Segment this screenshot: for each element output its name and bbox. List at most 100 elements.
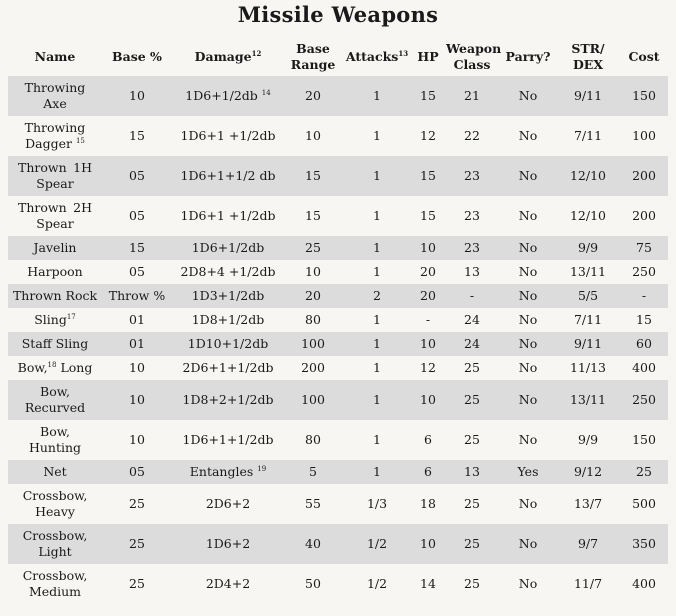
base-range-cell: 80 [305, 312, 321, 327]
weapon-name-cell: Staff Sling [8, 332, 102, 356]
str-dex-cell: 13/11 [556, 380, 620, 420]
parry-cell: No [518, 264, 538, 279]
damage-value: 2D6+2 [205, 496, 251, 511]
weapon-name-line2: Spear [10, 216, 100, 232]
hp-cell: 15 [412, 156, 444, 196]
attacks-cell: 1 [373, 360, 381, 375]
table-row: Thrown Rock Throw % 1D3+1/2db 20 2 20- No 5/5- [8, 284, 668, 308]
cost-cell: 15 [636, 312, 652, 327]
str-dex-cell: 5/5 [556, 284, 620, 308]
table-row: Bow, Hunting 10 1D6+1+1/2db 80 1 6 25 No 9/9 150 [8, 420, 668, 460]
weapon-class-cell: - [444, 284, 500, 308]
header-name: Name [34, 49, 76, 64]
weapon-name-word: Harpoon [27, 264, 83, 279]
weapon-name-line1: Bow, [10, 424, 100, 440]
base-range-cell: 80 [305, 432, 321, 447]
weapon-name-word: Bow, [40, 424, 70, 439]
str-dex-cell: 7/11 [573, 312, 603, 327]
table-row: Staff Sling 01 1D10+1/2db 100 1 10 24 No 9/11 60 [8, 332, 668, 356]
header-base: Base % [112, 49, 162, 64]
header-wc-line1: Weapon [446, 41, 502, 56]
weapon-name-line1: Net [10, 464, 100, 480]
damage-cell: 1D6+1 +1/2db [172, 116, 284, 156]
damage-cell: 2D6+2 [172, 484, 284, 524]
base-percent-cell: Throw % [102, 284, 172, 308]
table-row: Net 05 Entangles 19 5 1 6 13 Yes 9/12 25 [8, 460, 668, 484]
weapon-name-footnote: 17 [66, 312, 76, 321]
weapon-name-word: Javelin [33, 240, 77, 255]
hp-cell: 15 [412, 76, 444, 116]
damage-value: 1D10+1/2db [187, 336, 269, 351]
cost-cell: 250 [620, 380, 668, 420]
cost-cell: 100 [632, 128, 656, 143]
damage-value: 1D6+2 [205, 536, 251, 551]
weapon-name-line1: Crossbow, [10, 568, 100, 584]
attacks-cell: 1 [373, 208, 381, 223]
hp-cell: - [425, 312, 431, 327]
parry-cell: No [500, 284, 556, 308]
weapon-class-cell: 13 [464, 264, 480, 279]
parry-cell: No [500, 76, 556, 116]
cost-cell: - [620, 284, 668, 308]
header-range-line2: Range [290, 57, 336, 72]
header-hp: HP [417, 49, 439, 64]
weapon-name-word: Staff Sling [21, 336, 89, 351]
str-dex-cell: 12/10 [556, 156, 620, 196]
parry-cell: No [518, 496, 538, 511]
base-range-cell: 15 [284, 156, 342, 196]
hp-cell: 12 [420, 360, 436, 375]
str-dex-cell: 9/9 [577, 432, 599, 447]
weapon-name-word: Crossbow, [22, 528, 88, 543]
base-range-cell: 5 [284, 460, 342, 484]
weapon-name-word: Bow, [17, 360, 48, 375]
weapon-class-cell: 24 [464, 312, 480, 327]
parry-cell: No [518, 576, 538, 591]
damage-cell: 1D6+1+1/2 db [172, 156, 284, 196]
weapon-name-line2: Medium [10, 584, 100, 600]
weapon-name-word: Dagger [25, 136, 72, 151]
weapon-class-cell: 21 [444, 76, 500, 116]
header-cost: Cost [628, 49, 660, 64]
table-row: Javelin 15 1D6+1/2db 25 1 10 23 No 9/9 75 [8, 236, 668, 260]
weapon-name-line1: Harpoon [10, 264, 100, 280]
damage-cell: 1D10+1/2db [172, 332, 284, 356]
base-range-cell: 20 [284, 284, 342, 308]
cost-cell: 400 [632, 576, 656, 591]
table-row: Crossbow, Heavy 25 2D6+2 55 1/3 18 25 No 13/7 500 [8, 484, 668, 524]
base-percent-cell: 05 [102, 460, 172, 484]
weapon-class-cell: 23 [464, 208, 480, 223]
weapon-name-cell: Javelin [8, 236, 102, 260]
table-row: Harpoon 05 2D8+4 +1/2db 10 1 20 13 No 13/11 250 [8, 260, 668, 284]
weapon-name-line2: Dagger 15 [10, 136, 100, 152]
missile-weapons-table: Name Base % Damage12 Base Range Attacks13… [8, 38, 668, 604]
hp-cell: 15 [420, 208, 436, 223]
weapon-class-cell: 23 [444, 236, 500, 260]
weapon-name-word: Spear [36, 216, 74, 231]
attacks-cell: 1 [373, 128, 381, 143]
damage-footnote: 19 [257, 464, 267, 473]
base-range-cell: 25 [284, 236, 342, 260]
base-percent-cell: 10 [102, 76, 172, 116]
weapon-name-cell: Thrown 2H Spear [8, 196, 102, 236]
weapon-name-cell: Sling17 [8, 308, 102, 332]
base-range-cell: 100 [284, 380, 342, 420]
weapon-name-line2: Light [10, 544, 100, 560]
weapon-name-hand: 2H [73, 200, 92, 215]
attacks-cell: 1 [342, 236, 412, 260]
weapon-name-footnote: 15 [75, 136, 85, 145]
weapon-name-line1: Crossbow, [10, 528, 100, 544]
weapon-name-line1: Javelin [10, 240, 100, 256]
damage-cell: 1D3+1/2db [172, 284, 284, 308]
weapon-name-cell: Throwing Dagger 15 [8, 116, 102, 156]
weapon-class-cell: 25 [444, 380, 500, 420]
hp-cell: 18 [420, 496, 436, 511]
weapon-name-word: Axe [43, 96, 67, 111]
weapon-name-line1: Staff Sling [10, 336, 100, 352]
str-dex-cell: 11/13 [569, 360, 607, 375]
hp-cell: 6 [424, 432, 432, 447]
weapon-name-cell: Crossbow, Heavy [8, 484, 102, 524]
base-percent-cell: 25 [102, 524, 172, 564]
damage-value: Entangles [189, 464, 254, 479]
damage-cell: 1D6+1/2db 14 [172, 76, 284, 116]
damage-cell: 1D6+1 +1/2db [172, 196, 284, 236]
